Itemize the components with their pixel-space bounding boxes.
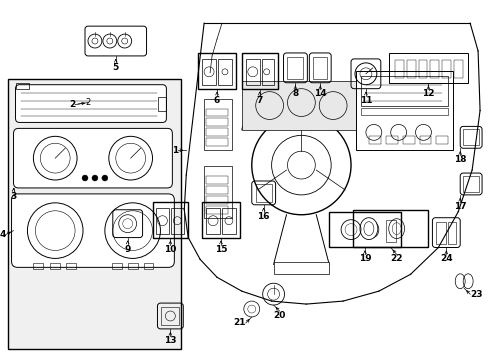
- Bar: [273, 262, 328, 274]
- Bar: [462, 129, 478, 145]
- Bar: [242, 53, 277, 89]
- Text: 22: 22: [389, 255, 402, 264]
- Bar: [328, 212, 400, 247]
- Bar: [198, 53, 235, 89]
- Circle shape: [102, 175, 108, 181]
- Bar: [205, 129, 227, 136]
- Bar: [203, 166, 231, 218]
- Text: 15: 15: [214, 244, 227, 253]
- Bar: [205, 206, 227, 214]
- Ellipse shape: [359, 218, 377, 239]
- Text: 4: 4: [0, 230, 5, 239]
- Bar: [406, 60, 415, 78]
- Text: 19: 19: [358, 255, 370, 264]
- Bar: [245, 59, 259, 85]
- Bar: [360, 108, 447, 116]
- Bar: [8, 79, 181, 349]
- Bar: [442, 60, 450, 78]
- Text: 10: 10: [164, 244, 176, 253]
- Text: 16: 16: [257, 212, 269, 221]
- Bar: [205, 208, 220, 234]
- Bar: [360, 76, 447, 105]
- Bar: [418, 60, 427, 78]
- Text: 18: 18: [453, 155, 466, 164]
- Bar: [462, 176, 478, 192]
- Bar: [143, 264, 153, 269]
- Bar: [435, 222, 446, 243]
- Text: 11: 11: [359, 96, 371, 105]
- FancyBboxPatch shape: [16, 85, 166, 122]
- Bar: [242, 81, 360, 130]
- Bar: [453, 60, 462, 78]
- Bar: [158, 96, 166, 111]
- Bar: [385, 136, 397, 144]
- Bar: [255, 184, 271, 202]
- Circle shape: [82, 175, 88, 181]
- Text: 12: 12: [421, 89, 434, 98]
- Text: 23: 23: [469, 290, 482, 299]
- Bar: [66, 264, 76, 269]
- Text: 6: 6: [213, 96, 220, 105]
- Text: 20: 20: [273, 311, 285, 320]
- Bar: [429, 60, 439, 78]
- Bar: [156, 208, 169, 234]
- Ellipse shape: [388, 219, 404, 239]
- FancyBboxPatch shape: [12, 194, 174, 267]
- Bar: [171, 208, 184, 234]
- Text: 8: 8: [292, 89, 298, 98]
- Text: 7: 7: [256, 96, 263, 105]
- Bar: [112, 264, 122, 269]
- Bar: [205, 138, 227, 146]
- Bar: [161, 307, 179, 325]
- Bar: [419, 136, 430, 144]
- Bar: [313, 57, 326, 79]
- Bar: [205, 196, 227, 204]
- Text: 13: 13: [164, 336, 176, 345]
- Text: 9: 9: [124, 244, 131, 253]
- Bar: [218, 59, 231, 85]
- Bar: [33, 264, 43, 269]
- Bar: [447, 222, 455, 243]
- Bar: [202, 59, 216, 85]
- Text: 3: 3: [10, 192, 17, 201]
- Text: 2: 2: [85, 98, 90, 107]
- Bar: [205, 186, 227, 194]
- Bar: [127, 264, 137, 269]
- Bar: [50, 264, 60, 269]
- Bar: [355, 71, 452, 150]
- Bar: [16, 83, 29, 89]
- Bar: [394, 60, 403, 78]
- Bar: [287, 57, 303, 79]
- Text: 1: 1: [172, 146, 178, 155]
- Bar: [205, 108, 227, 117]
- Text: 14: 14: [313, 89, 326, 98]
- Text: 17: 17: [453, 202, 466, 211]
- Bar: [261, 59, 273, 85]
- Bar: [152, 202, 188, 238]
- Text: 21: 21: [233, 319, 245, 328]
- Bar: [222, 208, 235, 234]
- Bar: [202, 202, 239, 238]
- Bar: [385, 220, 395, 242]
- FancyBboxPatch shape: [14, 129, 172, 188]
- Bar: [352, 210, 427, 247]
- Circle shape: [92, 175, 98, 181]
- Text: 5: 5: [112, 63, 119, 72]
- Bar: [435, 136, 447, 144]
- Bar: [203, 99, 231, 150]
- Bar: [205, 176, 227, 184]
- Bar: [368, 136, 380, 144]
- Bar: [388, 53, 467, 83]
- Text: 2: 2: [69, 100, 75, 109]
- FancyBboxPatch shape: [85, 26, 146, 56]
- Bar: [402, 136, 414, 144]
- Bar: [205, 118, 227, 126]
- Text: 24: 24: [439, 255, 452, 264]
